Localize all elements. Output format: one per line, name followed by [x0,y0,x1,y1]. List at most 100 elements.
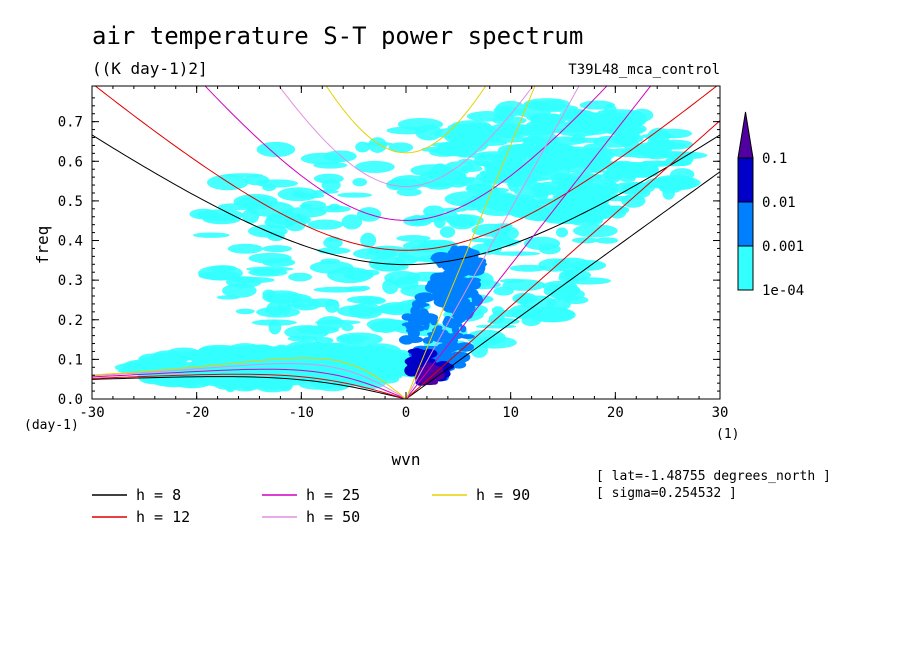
y-unit-label: (day-1) [24,418,79,433]
power-cell [653,142,687,149]
power-cell [424,180,454,190]
power-cell [461,205,482,211]
legend-label: h = 50 [306,508,360,526]
power-cell [187,353,213,362]
power-cell [521,315,541,327]
colorbar-box [737,157,754,203]
colorbar-label: 0.01 [762,195,796,211]
power-cell [230,276,275,284]
power-cell [475,324,517,329]
power-cell [551,176,577,185]
power-cell [262,289,276,299]
rossby-curve [92,363,407,399]
power-cell [337,192,373,198]
power-cell [542,168,557,175]
power-cell [388,142,414,153]
power-cell [192,232,230,238]
power-cell [401,313,415,321]
power-cell [262,245,293,253]
power-cell [376,361,406,369]
power-cell [352,177,368,187]
kelvin-curve [405,86,652,399]
power-cell [453,297,471,306]
power-cell [606,205,630,215]
latitude-info: [ lat=-1.48755 degrees_north ] [596,469,831,484]
inertia-gravity-curve [325,86,487,154]
power-cell [352,247,398,260]
power-cell [227,243,263,254]
x-tick-label: 20 [607,405,624,421]
power-cell [602,168,625,180]
power-cell [245,266,294,272]
x-unit-label: (1) [716,427,739,442]
y-tick-label: 0.3 [58,273,83,289]
power-cell [470,342,488,358]
power-cell [494,151,524,167]
power-cell [449,276,470,286]
y-tick-label: 0.2 [58,313,83,329]
power-cell [457,153,498,158]
power-cell [460,334,475,339]
power-cell [486,162,520,179]
power-cell [384,270,421,285]
power-cell [647,136,660,152]
power-cell [627,134,644,143]
dispersion-curves [92,86,720,399]
power-cell [491,306,504,315]
kelvin-curve [405,120,720,399]
power-cell [299,203,312,209]
power-cell [341,214,363,230]
legend: h = 8 h = 12 h = 25 h = 50 h = 90 [92,486,530,526]
power-cell [407,348,425,355]
power-cell [536,140,563,153]
power-cell [551,190,587,198]
power-cell [499,278,526,284]
power-cell [288,272,313,282]
power-cell [404,356,423,366]
x-tick-label: -30 [79,405,104,421]
power-cell [628,111,648,126]
colorbar-triangle [737,111,754,159]
power-cell [442,294,463,300]
power-cell [550,128,595,133]
power-cell [590,168,605,174]
power-cell [316,316,344,331]
power-cell [227,350,274,359]
power-cell [444,300,457,312]
power-cell [222,283,257,298]
y-tick-label: 0.7 [58,115,83,131]
power-cell [312,189,339,194]
power-cell [216,295,240,300]
power-cell [492,251,541,256]
power-cell [448,180,467,188]
power-cell [197,265,243,281]
inertia-gravity-curve [278,86,534,188]
power-cell [307,298,339,308]
y-tick-label: 0.4 [58,234,83,250]
colorbar-label: 0.1 [762,151,787,167]
x-tick-label: -20 [184,405,209,421]
power-cell [423,318,430,331]
power-cell [572,112,617,122]
power-cell [601,122,647,136]
power-cell [436,258,452,269]
power-cell [590,179,619,196]
power-cell [430,272,443,284]
power-cell [526,198,540,207]
power-cell [492,116,527,125]
x-axis-label: wvn [392,450,421,469]
power-cell [515,124,557,136]
kelvin-curve [405,171,720,399]
colorbar-label: 0.001 [762,239,804,255]
power-cell [189,208,218,220]
power-cell [437,284,445,291]
power-cell [415,124,443,141]
power-cell [439,336,459,345]
power-cell [624,167,653,177]
power-cell [313,286,360,293]
power-cell [543,284,580,299]
power-cell [413,302,430,307]
inertia-gravity-curve [204,86,608,221]
power-cell [444,191,491,207]
power-cell [341,323,354,332]
